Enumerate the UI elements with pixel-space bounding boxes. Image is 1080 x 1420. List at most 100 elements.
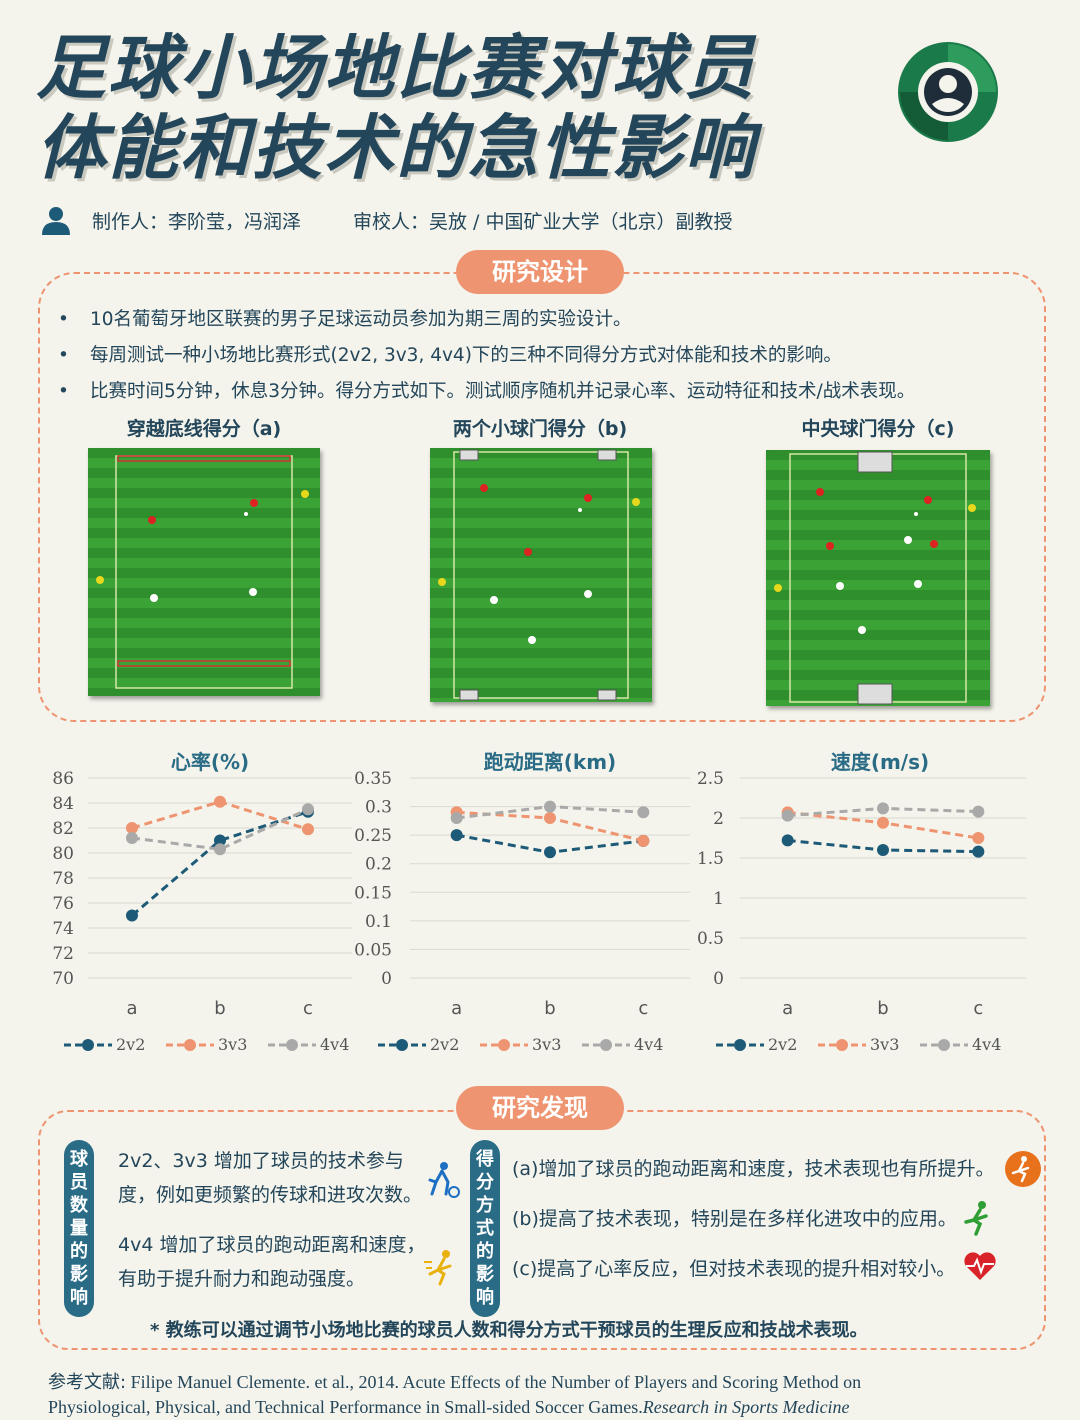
data-point-3v3 xyxy=(972,832,985,844)
legend-label: 3v3 xyxy=(218,1035,247,1054)
field-c-diagram xyxy=(766,450,990,706)
legend-marker xyxy=(184,1039,196,1051)
field-b-diagram xyxy=(430,448,652,702)
x-tick-label: a xyxy=(451,998,462,1019)
data-point-2v2 xyxy=(450,829,463,842)
y-tick-label: 0.2 xyxy=(365,855,392,875)
finding-line: (a)增加了球员的跑动距离和速度，技术表现也有所提升。 xyxy=(512,1158,995,1180)
data-point-2v2 xyxy=(126,909,138,922)
data-point-4v4 xyxy=(637,806,650,819)
sprint-icon xyxy=(424,1250,452,1286)
y-tick-label: 0.35 xyxy=(354,769,392,789)
legend-marker xyxy=(836,1039,848,1051)
series-line-4v4 xyxy=(131,807,309,851)
y-tick-label: 76 xyxy=(52,894,74,914)
field-c-title: 中央球门得分（c) xyxy=(801,418,955,440)
y-tick-label: 2.5 xyxy=(697,769,724,789)
data-point-2v2 xyxy=(972,845,985,858)
chart-distance-title: 跑动距离(km) xyxy=(483,750,617,774)
y-tick-label: 72 xyxy=(52,944,74,964)
data-point-4v4 xyxy=(450,812,463,824)
design-bullets: 10名葡萄牙地区联赛的男子足球运动员参加为期三周的实验设计。 每周测试一种小场地… xyxy=(58,302,1038,410)
finding-line: (b)提高了技术表现，特别是在多样化进攻中的应用。 xyxy=(512,1208,957,1230)
y-tick-label: 0.25 xyxy=(354,826,392,846)
y-tick-label: 74 xyxy=(52,919,74,939)
running-man-icon xyxy=(964,1201,988,1236)
legend-label: 2v2 xyxy=(768,1035,797,1054)
data-point-4v4 xyxy=(544,800,556,813)
x-tick-label: c xyxy=(973,998,983,1019)
poster-title-line-1: 足球小场地比赛对球员 xyxy=(36,27,756,109)
player-count-finding-1: 2v2、3v3 增加了球员的技术参与 度，例如更频繁的传球和进攻次数。 xyxy=(118,1144,422,1212)
y-tick-label: 0.15 xyxy=(354,883,392,903)
y-tick-label: 0 xyxy=(381,969,392,989)
legend-marker xyxy=(82,1039,94,1051)
data-point-4v4 xyxy=(972,805,985,818)
legend-marker xyxy=(600,1039,612,1051)
x-tick-label: b xyxy=(877,998,888,1019)
person-icon xyxy=(42,207,70,235)
data-point-4v4 xyxy=(781,809,794,822)
y-tick-label: 2 xyxy=(713,809,724,829)
y-tick-label: 0.3 xyxy=(365,798,392,818)
legend-label: 2v2 xyxy=(116,1035,145,1054)
field-a-title: 穿越底线得分（a) xyxy=(126,418,282,440)
reference-label: 参考文献: xyxy=(48,1372,127,1393)
data-point-4v4 xyxy=(877,802,889,815)
legend-label: 2v2 xyxy=(430,1035,459,1054)
data-point-3v3 xyxy=(637,834,650,847)
legend-marker xyxy=(286,1039,298,1051)
logo-icon xyxy=(898,42,998,142)
data-point-2v2 xyxy=(781,834,794,847)
data-point-3v3 xyxy=(126,822,138,834)
y-tick-label: 80 xyxy=(52,844,74,864)
scoring-method-findings: (a)增加了球员的跑动距离和速度，技术表现也有所提升。 (b)提高了技术表现，特… xyxy=(512,1152,994,1302)
legend-label: 4v4 xyxy=(320,1035,349,1054)
player-count-effect-label: 球员数量的影响 xyxy=(64,1140,94,1317)
reference-journal: Research in Sports Medicine xyxy=(642,1397,850,1417)
legend-label: 4v4 xyxy=(634,1035,663,1054)
soccer-player-icon xyxy=(428,1162,460,1198)
field-b-title: 两个小球门得分（b) xyxy=(452,418,628,440)
finding-line: 2v2、3v3 增加了球员的技术参与 xyxy=(118,1150,404,1172)
legend-marker xyxy=(734,1039,746,1051)
y-tick-label: 0 xyxy=(713,969,724,989)
legend-marker xyxy=(498,1039,510,1051)
finding-line: 有助于提升耐力和跑动强度。 xyxy=(118,1268,366,1290)
field-a-diagram xyxy=(88,448,320,696)
y-tick-label: 0.05 xyxy=(354,940,392,960)
x-tick-label: a xyxy=(126,998,137,1019)
players-red xyxy=(148,499,258,524)
data-point-3v3 xyxy=(214,795,226,808)
design-bullet: 10名葡萄牙地区联赛的男子足球运动员参加为期三周的实验设计。 xyxy=(58,302,1038,338)
data-point-4v4 xyxy=(126,832,138,844)
heartbeat-icon xyxy=(964,1252,996,1280)
x-tick-label: b xyxy=(214,998,225,1019)
reviewer-text: 审校人：吴放 / 中国矿业大学（北京）副教授 xyxy=(353,210,733,233)
charts-area: 70 72 74 76 78 80 82 84 86 a b c 2v2 3v3 4v4 0 0.05 0.1 0.… xyxy=(52,769,1026,1054)
x-tick-label: b xyxy=(544,998,555,1019)
data-point-2v2 xyxy=(544,846,556,859)
legend-label: 3v3 xyxy=(532,1035,561,1054)
y-tick-label: 82 xyxy=(52,819,74,839)
legend-marker xyxy=(938,1039,950,1051)
legend-marker xyxy=(396,1039,408,1051)
y-tick-label: 86 xyxy=(52,769,74,789)
data-point-3v3 xyxy=(877,816,889,829)
series-line-2v2 xyxy=(131,810,309,917)
y-tick-label: 84 xyxy=(52,794,74,814)
x-tick-label: c xyxy=(638,998,648,1019)
data-point-4v4 xyxy=(214,843,226,856)
y-tick-label: 1 xyxy=(713,889,724,909)
findings-section-label: 研究发现 xyxy=(456,1086,624,1130)
design-section-label: 研究设计 xyxy=(456,250,624,294)
makers-text: 制作人：李阶莹，冯润泽 xyxy=(92,210,302,233)
x-tick-label: c xyxy=(303,998,313,1019)
player-count-finding-2: 4v4 增加了球员的跑动距离和速度， 有助于提升耐力和跑动强度。 xyxy=(118,1228,425,1296)
data-point-3v3 xyxy=(302,823,314,836)
reference-text-1: Filipe Manuel Clemente. et al., 2014. Ac… xyxy=(126,1372,862,1392)
reference-text-2: Physiological, Physical, and Technical P… xyxy=(48,1397,643,1417)
data-point-2v2 xyxy=(877,844,889,856)
player-count-effect-text: 球员数量的影响 xyxy=(70,1149,88,1308)
legend-label: 4v4 xyxy=(972,1035,1001,1054)
